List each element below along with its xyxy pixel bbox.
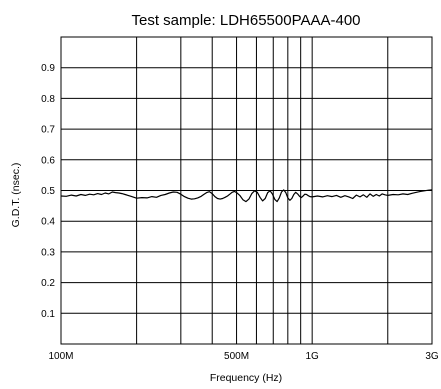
x-tick-label: 1G bbox=[305, 351, 319, 362]
gridlines bbox=[61, 37, 432, 344]
y-tick-label: 0.6 bbox=[41, 155, 55, 166]
y-tick-label: 0.2 bbox=[41, 278, 55, 289]
series-layer bbox=[60, 189, 433, 203]
x-tick-label: 500M bbox=[224, 351, 249, 362]
y-tick-label: 0.1 bbox=[41, 309, 55, 320]
y-tick-label: 0.5 bbox=[41, 186, 55, 197]
y-tick-label: 0.4 bbox=[41, 217, 55, 228]
y-axis-label: G.D.T. (nsec.) bbox=[10, 163, 22, 228]
y-tick-labels: 0.1 0.2 0.3 0.4 0.5 0.6 0.7 0.8 0.9 bbox=[41, 63, 55, 320]
y-tick-label: 0.3 bbox=[41, 247, 55, 258]
y-tick-label: 0.8 bbox=[41, 94, 55, 105]
plot-frame bbox=[60, 36, 433, 345]
x-tick-labels: 100M 500M 1G 3G bbox=[48, 351, 438, 362]
x-tick-label: 100M bbox=[48, 351, 73, 362]
y-tick-label: 0.7 bbox=[41, 125, 55, 136]
x-tick-label: 3G bbox=[425, 351, 439, 362]
y-tick-label: 0.9 bbox=[41, 63, 55, 74]
x-axis-label: Frequency (Hz) bbox=[210, 372, 282, 384]
series-line bbox=[60, 189, 433, 203]
chart-title: Test sample: LDH65500PAAA-400 bbox=[131, 12, 360, 29]
